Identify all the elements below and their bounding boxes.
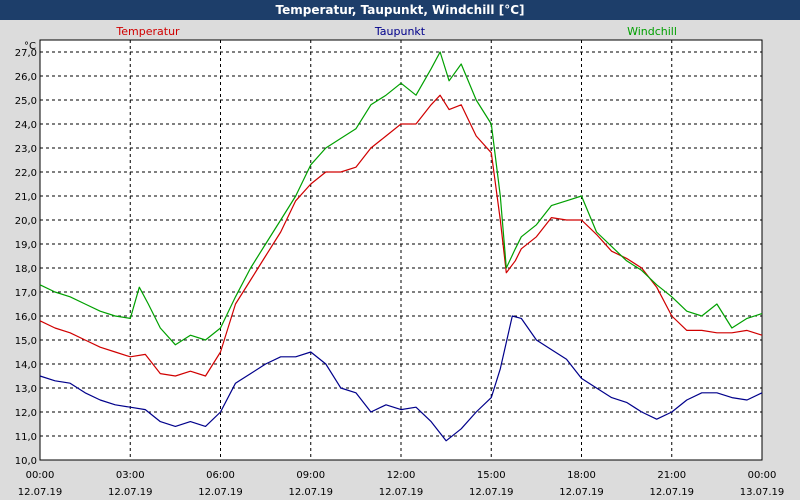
y-tick-label: 18,0 — [15, 264, 37, 275]
y-tick-label: 19,0 — [15, 240, 37, 251]
y-tick-label: 23,0 — [15, 144, 37, 155]
x-tick-date: 12.07.19 — [288, 487, 333, 498]
series-line-windchill — [39, 51, 763, 346]
x-tick-date: 12.07.19 — [198, 487, 243, 498]
x-tick-time: 12:00 — [387, 470, 416, 481]
y-axis-unit: °C — [24, 41, 36, 52]
x-tick-time: 09:00 — [296, 470, 325, 481]
y-axis-ticks: 10,0 11,0 12,0 13,0 14,0 15,0 16,0 17,0 18,0 19,0… — [15, 48, 37, 467]
y-tick-label: 24,0 — [15, 120, 37, 131]
x-tick-time: 00:00 — [26, 470, 55, 481]
y-tick-label: 22,0 — [15, 168, 37, 179]
series-line-temperatur — [39, 94, 763, 377]
y-tick-label: 26,0 — [15, 72, 37, 83]
x-tick-date: 12.07.19 — [469, 487, 514, 498]
x-tick-time: 15:00 — [477, 470, 506, 481]
y-tick-label: 25,0 — [15, 96, 37, 107]
series-layer — [39, 51, 763, 442]
y-tick-label: 12,0 — [15, 408, 37, 419]
x-tick-date: 12.07.19 — [18, 487, 63, 498]
y-tick-label: 20,0 — [15, 216, 37, 227]
y-tick-label: 14,0 — [15, 360, 37, 371]
y-tick-label: 15,0 — [15, 336, 37, 347]
x-tick-time: 21:00 — [657, 470, 686, 481]
y-tick-label: 13,0 — [15, 384, 37, 395]
y-tick-label: 11,0 — [15, 432, 37, 443]
legend-taupunkt: Taupunkt — [374, 25, 426, 38]
chart-title: Temperatur, Taupunkt, Windchill [°C] — [0, 0, 800, 20]
x-tick-date: 12.07.19 — [108, 487, 153, 498]
x-tick-date: 12.07.19 — [649, 487, 694, 498]
x-tick-time: 18:00 — [567, 470, 596, 481]
grid-lines — [39, 40, 763, 461]
x-tick-date: 13.07.19 — [740, 487, 785, 498]
y-tick-label: 17,0 — [15, 288, 37, 299]
x-axis-ticks: 00:00 12.07.19 03:00 12.07.19 06:00 12.07.19 0… — [18, 470, 785, 498]
y-tick-label: 27,0 — [15, 48, 37, 59]
x-tick-date: 12.07.19 — [379, 487, 424, 498]
x-tick-time: 03:00 — [116, 470, 145, 481]
x-tick-time: 00:00 — [748, 470, 777, 481]
y-tick-label: 21,0 — [15, 192, 37, 203]
x-tick-date: 12.07.19 — [559, 487, 604, 498]
x-tick-time: 06:00 — [206, 470, 235, 481]
series-line-taupunkt — [39, 315, 763, 442]
legend-windchill: Windchill — [627, 25, 677, 38]
legend-temperatur: Temperatur — [115, 25, 180, 38]
y-tick-label: 10,0 — [15, 456, 37, 467]
y-tick-label: 16,0 — [15, 312, 37, 323]
